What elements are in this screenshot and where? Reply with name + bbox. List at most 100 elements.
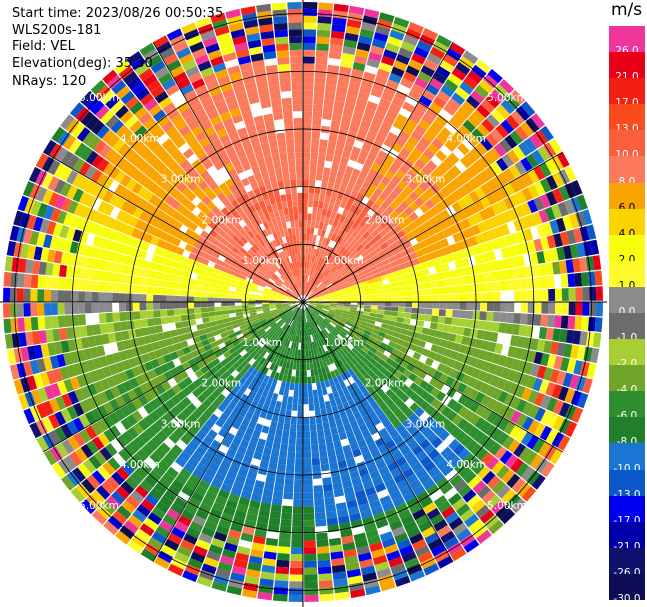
velocity-gate [413,46,429,59]
velocity-gate [480,420,492,434]
velocity-gate [452,360,463,371]
velocity-gate [295,342,299,350]
velocity-gate [186,202,197,212]
velocity-gate [273,188,280,197]
velocity-gate [476,263,485,274]
velocity-gate [207,49,222,61]
velocity-gate [223,350,232,359]
velocity-gate [305,254,308,262]
velocity-gate [504,407,516,421]
velocity-gate [239,155,249,165]
velocity-gate [214,297,222,302]
velocity-gate [261,322,269,328]
velocity-gate [237,357,246,365]
velocity-gate [419,496,433,509]
velocity-gate [316,539,329,548]
velocity-gate [328,455,337,464]
velocity-gate [421,363,431,374]
velocity-gate [480,407,492,421]
velocity-gate [222,117,234,128]
velocity-gate [340,364,348,373]
velocity-gate [119,312,127,322]
velocity-gate [573,227,583,243]
velocity-gate [246,32,261,42]
colorbar-segment [609,286,645,314]
velocity-gate [315,279,321,287]
colorbar-segment [609,443,645,471]
velocity-gate [207,191,217,201]
velocity-gate [335,93,347,102]
velocity-gate [271,323,278,330]
velocity-gate [303,186,309,193]
velocity-gate [483,262,492,273]
velocity-gate [304,288,306,296]
velocity-gate [374,362,383,371]
velocity-gate [250,549,264,558]
velocity-gate [491,353,501,365]
velocity-gate [444,216,455,228]
velocity-gate [232,114,244,124]
velocity-gate [415,450,428,462]
velocity-gate [399,393,410,403]
velocity-gate [418,289,426,296]
velocity-gate [121,431,134,444]
velocity-gate [565,259,575,274]
velocity-gate [468,177,480,190]
velocity-gate [288,234,294,242]
velocity-gate [348,314,356,319]
velocity-gate [170,148,183,161]
velocity-gate [303,179,309,187]
velocity-gate [383,115,396,126]
velocity-gate [85,397,97,411]
velocity-gate [147,225,157,236]
velocity-gate [437,555,453,569]
velocity-gate [245,355,253,363]
velocity-gate [368,168,378,178]
velocity-gate [421,327,430,335]
velocity-gate [292,306,298,312]
velocity-gate [459,310,467,319]
velocity-gate [451,92,466,106]
velocity-gate [393,185,403,196]
velocity-gate [305,274,308,282]
velocity-gate [370,401,380,411]
velocity-gate [333,353,341,361]
velocity-gate [344,493,356,502]
nrays-text: NRays: 120 [12,74,87,89]
velocity-gate [109,398,120,412]
velocity-gate [330,266,337,273]
velocity-gate [140,148,153,161]
velocity-gate [129,338,139,348]
velocity-gate [91,394,103,408]
velocity-gate [231,246,240,254]
velocity-gate [314,512,326,520]
velocity-gate [190,246,200,255]
velocity-gate [242,455,253,465]
colorbar-segment [609,573,645,601]
velocity-gate [318,222,324,230]
velocity-gate [280,313,287,318]
velocity-gate [262,303,270,307]
velocity-gate [536,251,546,264]
velocity-gate [30,274,39,289]
velocity-gate [274,316,281,322]
velocity-gate [451,201,462,213]
velocity-gate [166,466,179,479]
velocity-gate [312,334,316,342]
velocity-gate [180,539,195,552]
velocity-gate [352,261,360,269]
velocity-gate [252,384,260,394]
velocity-gate [269,91,281,100]
velocity-gate [538,263,547,277]
velocity-gate [455,61,471,76]
velocity-gate [239,133,250,143]
velocity-gate [522,416,534,431]
velocity-gate [527,169,540,184]
velocity-gate [201,339,210,347]
velocity-gate [247,174,257,184]
velocity-gate [564,388,576,404]
velocity-gate [452,402,464,414]
velocity-gate [292,519,303,527]
velocity-gate [463,470,477,484]
velocity-gate [321,329,327,337]
